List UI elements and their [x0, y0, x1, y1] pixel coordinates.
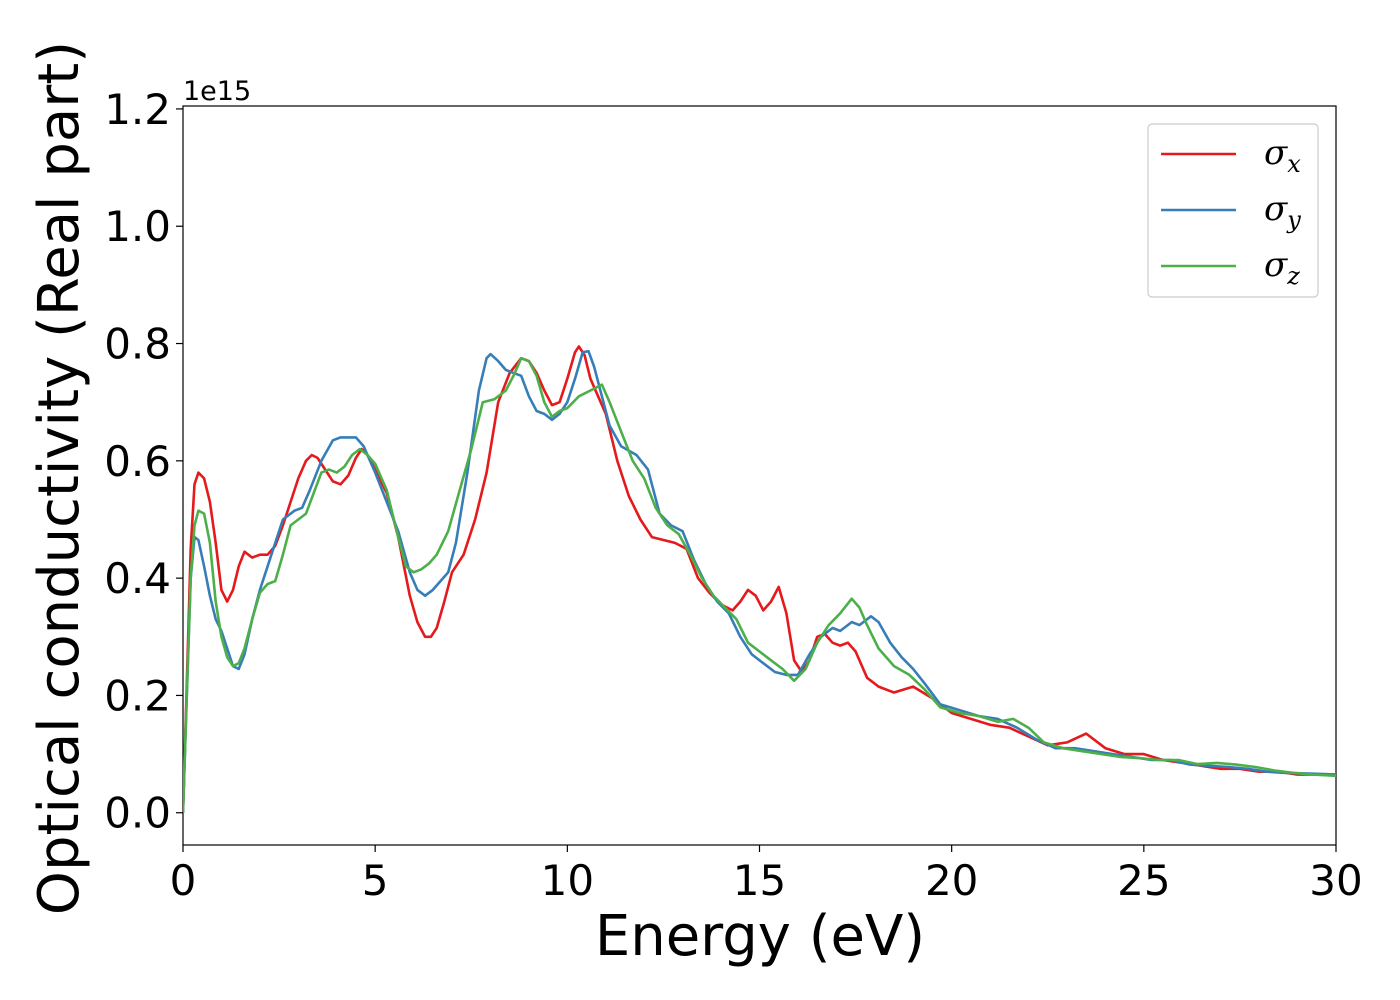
y-axis-title: Optical conductivity (Real part): [27, 41, 92, 915]
x-tick-label: 5: [362, 856, 389, 905]
x-axis-ticks: 0 5 10 15 20 25 30: [170, 845, 1363, 905]
x-tick-label: 25: [1117, 856, 1170, 905]
legend-label-x: σx: [1264, 133, 1301, 178]
x-tick-label: 15: [733, 856, 786, 905]
y-axis-ticks: 0.0 0.2 0.4 0.6 0.8 1.0 1.2: [104, 85, 183, 838]
legend-label-z: σz: [1264, 245, 1300, 290]
y-tick-label: 1.0: [104, 202, 171, 251]
series-layer: [183, 345, 1336, 813]
x-tick-label: 0: [170, 856, 197, 905]
y-tick-label: 0.4: [104, 554, 171, 603]
y-tick-label: 0.6: [104, 437, 171, 486]
y-offset-label: 1e15: [183, 76, 251, 107]
series-line-x: [183, 345, 1336, 813]
series-line-z: [183, 356, 1336, 813]
x-tick-label: 30: [1309, 856, 1362, 905]
y-tick-label: 0.2: [104, 671, 171, 720]
x-tick-label: 10: [541, 856, 594, 905]
series-line-y: [183, 349, 1336, 813]
y-tick-label: 1.2: [104, 85, 171, 134]
y-tick-label: 0.8: [104, 320, 171, 369]
y-tick-label: 0.0: [104, 789, 171, 838]
legend-label-y: σy: [1264, 189, 1301, 234]
legend: σx σy σz: [1147, 123, 1319, 298]
x-axis-title: Energy (eV): [595, 904, 925, 969]
x-tick-label: 20: [925, 856, 978, 905]
